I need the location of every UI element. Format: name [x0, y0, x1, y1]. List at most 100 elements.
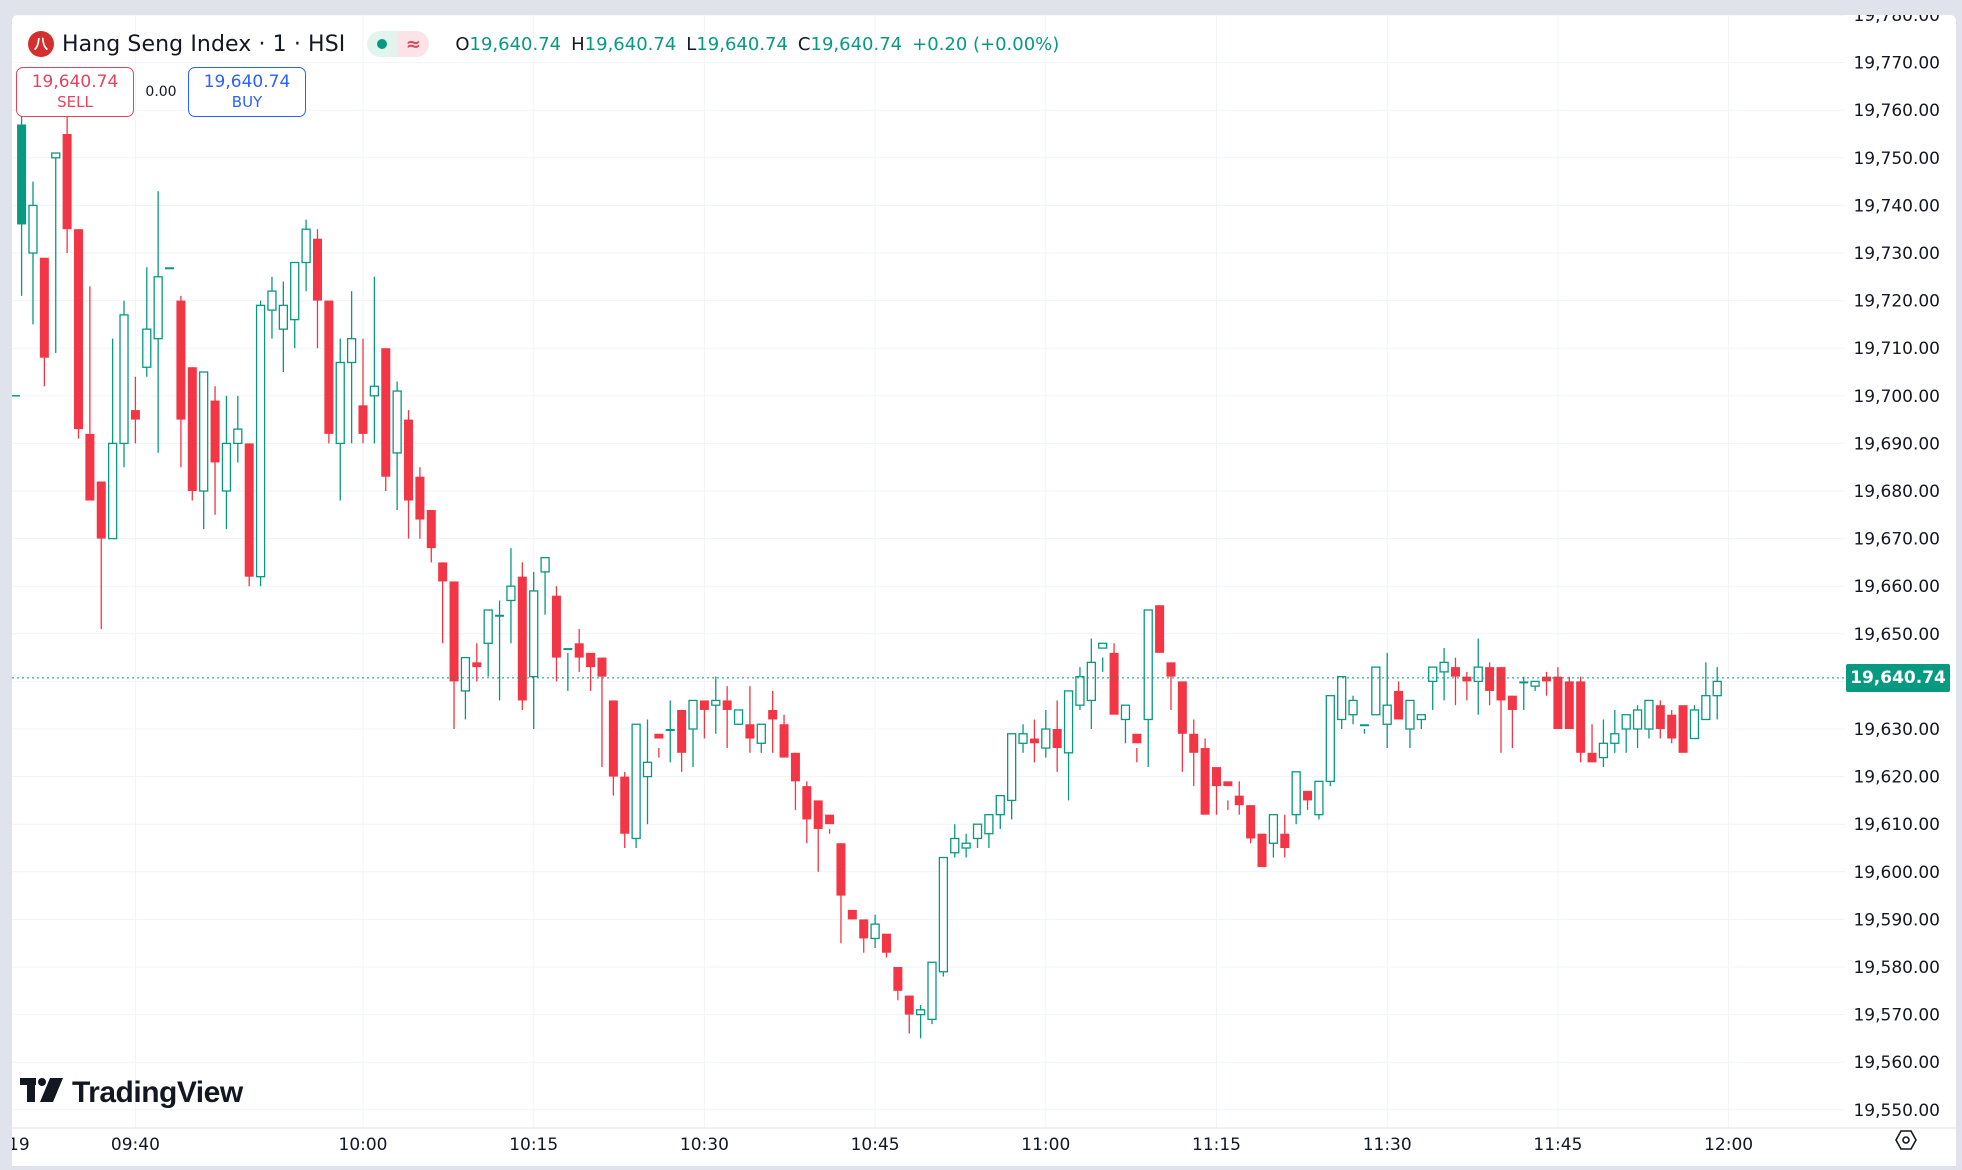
candle [244, 443, 254, 587]
candle [961, 833, 971, 858]
candle [972, 823, 983, 848]
candle [938, 856, 949, 977]
y-axis-label: 19,630.00 [1853, 720, 1940, 740]
candlestick-chart[interactable]: 19,780.00 19,770.00 19,760.00 19,750.00 19,7… [12, 15, 1956, 1166]
candle [1007, 733, 1017, 820]
candle [1485, 662, 1495, 706]
tradingview-logo[interactable]: TradingView [20, 1075, 243, 1110]
buy-button[interactable]: 19,640.74 BUY [188, 67, 306, 117]
candle [1166, 662, 1176, 710]
chart-frame: 19,780.00 19,770.00 19,760.00 19,750.00 19,7… [12, 15, 1956, 1166]
y-axis-label: 19,700.00 [1853, 387, 1940, 407]
change-value: +0.20 (+0.00%) [912, 33, 1060, 55]
y-axis-label: 19,730.00 [1853, 244, 1940, 264]
candle [210, 386, 220, 515]
candle [1655, 700, 1665, 739]
candle [1371, 666, 1381, 716]
x-axis-label: 10:00 [339, 1135, 388, 1155]
candle [836, 843, 846, 944]
candle [1086, 638, 1096, 729]
candle [733, 709, 744, 725]
candle [426, 510, 436, 563]
candle [1519, 676, 1529, 710]
x-axis-label: 12:00 [1704, 1135, 1753, 1155]
candle [221, 395, 232, 530]
high-value: 19,640.74 [584, 33, 677, 55]
candle [1632, 705, 1643, 749]
candle [1109, 643, 1119, 715]
candle [1177, 681, 1187, 772]
candle [1155, 605, 1165, 653]
candle [381, 348, 391, 491]
candle [711, 676, 721, 734]
chart-settings-icon[interactable] [1894, 1128, 1918, 1152]
candle [267, 276, 277, 339]
candle [369, 276, 380, 444]
y-axis-label: 19,610.00 [1853, 815, 1940, 835]
candle [654, 733, 664, 758]
hsi-logo-icon: 八 [28, 31, 54, 57]
low-value: 19,640.74 [696, 33, 788, 55]
candle [1189, 719, 1199, 787]
candle [335, 338, 345, 501]
candle [1428, 666, 1438, 710]
candle [438, 562, 448, 644]
candle [620, 771, 630, 848]
candle [1200, 738, 1210, 815]
candle [756, 723, 766, 753]
candle [1303, 790, 1313, 810]
y-axis-label: 19,660.00 [1853, 577, 1940, 597]
candle [233, 395, 243, 463]
candle [449, 581, 459, 729]
y-axis-label: 19,760.00 [1853, 101, 1940, 121]
y-axis-label: 19,570.00 [1853, 1006, 1940, 1026]
x-axis-label: 11:15 [1192, 1135, 1241, 1155]
candle [1291, 771, 1301, 825]
candle [1120, 704, 1131, 744]
candle [915, 1005, 926, 1039]
candle [1587, 724, 1597, 763]
candle [1234, 781, 1244, 815]
candle [415, 467, 425, 539]
candle [631, 723, 641, 848]
market-open-icon [367, 31, 398, 57]
y-axis-label: 19,740.00 [1853, 196, 1940, 216]
candle [950, 824, 960, 858]
candle [813, 800, 823, 872]
candle [802, 781, 812, 844]
candle [392, 381, 402, 511]
candle [62, 114, 72, 253]
y-axis-label: 19,580.00 [1853, 958, 1940, 978]
candle [540, 556, 550, 615]
candle [995, 794, 1005, 829]
candle [130, 376, 140, 444]
high-label: H [571, 33, 585, 55]
candle [927, 961, 937, 1025]
candle [847, 909, 857, 920]
candle [1075, 667, 1085, 710]
sell-label: SELL [57, 93, 93, 111]
symbol-title[interactable]: Hang Seng Index · 1 · HSI [62, 31, 346, 57]
x-axis-label: 10:45 [851, 1135, 900, 1155]
y-axis-label: 19,780.00 [1853, 15, 1940, 26]
candle [85, 286, 95, 501]
candle [881, 933, 891, 958]
y-axis-label: 19,590.00 [1853, 910, 1940, 930]
candle [1212, 767, 1221, 815]
candle [404, 410, 414, 539]
candle [779, 714, 789, 758]
y-axis-label: 19,560.00 [1853, 1053, 1940, 1073]
sell-button[interactable]: 19,640.74 SELL [16, 67, 134, 117]
candle [1439, 648, 1449, 701]
candle [301, 219, 311, 292]
x-axis-label: 19 [12, 1135, 30, 1155]
last-price-label: 19,640.74 [1846, 663, 1950, 692]
candle [1621, 714, 1631, 753]
candle [597, 657, 607, 768]
candle [290, 261, 300, 349]
candle [1394, 681, 1404, 720]
candle [1359, 724, 1369, 734]
candle [745, 686, 755, 753]
market-status-pill[interactable]: ≈ [367, 31, 430, 57]
spread-value: 0.00 [145, 84, 177, 100]
